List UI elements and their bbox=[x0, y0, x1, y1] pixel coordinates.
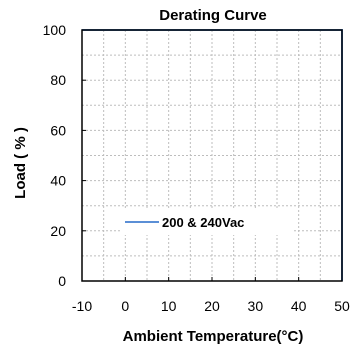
x-tick-labels: -10 0 10 20 30 40 50 bbox=[72, 277, 350, 314]
legend-entry: 200 & 240Vac bbox=[162, 215, 244, 230]
x-tick-label: 20 bbox=[204, 298, 220, 314]
x-tick-label: 30 bbox=[248, 298, 264, 314]
x-axis-label: Ambient Temperature(°C) bbox=[123, 328, 304, 345]
y-tick-label: 80 bbox=[50, 72, 66, 88]
y-tick-label: 40 bbox=[50, 173, 66, 189]
legend: 200 & 240Vac bbox=[121, 209, 293, 235]
x-tick-label: 0 bbox=[121, 298, 129, 314]
chart-title: Derating Curve bbox=[159, 7, 267, 24]
y-tick-label: 0 bbox=[58, 273, 66, 289]
y-tick-labels: 0 20 40 60 80 100 bbox=[43, 22, 86, 289]
y-tick-label: 20 bbox=[50, 223, 66, 239]
x-tick-label: 40 bbox=[291, 298, 307, 314]
x-tick-label: 10 bbox=[161, 298, 177, 314]
x-tick-label: 50 bbox=[334, 298, 350, 314]
y-tick-label: 60 bbox=[50, 122, 66, 138]
grid bbox=[82, 30, 342, 281]
y-axis-label: Load ( % ) bbox=[12, 127, 29, 199]
x-tick-label: -10 bbox=[72, 298, 92, 314]
y-tick-label: 100 bbox=[43, 22, 67, 38]
